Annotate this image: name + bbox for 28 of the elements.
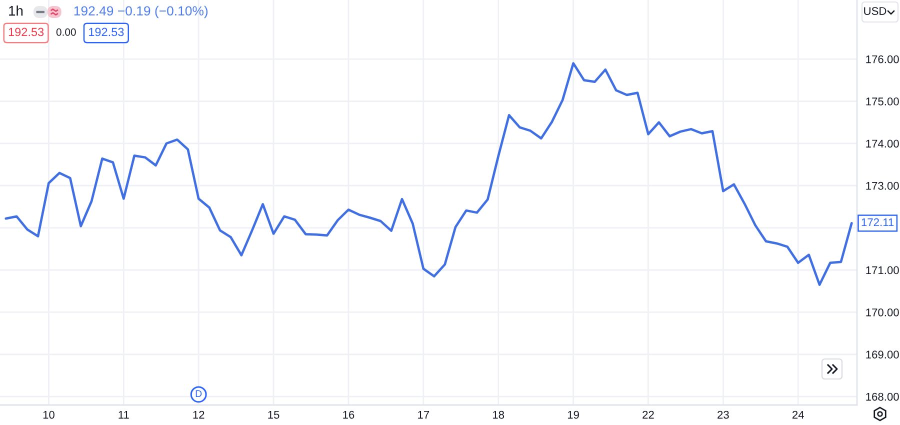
y-tick-label: 171.00 [866,266,899,274]
chart-subtitle: 192.49 −0.19 (−0.10%) [74,6,208,18]
y-tick-label: 170.00 [866,308,899,316]
y-tick-label: 168.00 [866,392,899,401]
x-tick-label: 15 [268,410,280,419]
line-series [4,62,853,286]
x-tick-label: 10 [43,410,54,419]
annotation: D [196,390,202,397]
annotation: 192.53 [89,28,124,36]
y-tick-label: 174.00 [866,140,899,148]
x-tick-label: 18 [493,410,504,419]
annotation: 172.11 [862,218,894,226]
y-tick-label: 173.00 [866,182,899,190]
x-tick-label: 23 [718,410,729,419]
x-tick-label: 24 [792,410,804,419]
x-tick-label: 12 [193,410,204,419]
annotation: 0.00 [56,28,76,36]
y-tick-label: 176.00 [866,55,899,64]
x-tick-label: 22 [642,410,654,419]
x-tick-label: 11 [118,410,129,419]
annotation: 192.53 [8,28,44,36]
y-tick-label: 169.00 [866,350,899,359]
x-tick-label: 16 [343,410,354,419]
chart-title: 1h [9,6,23,16]
y-axis-title: USD [864,7,886,15]
x-tick-label: 17 [418,410,430,419]
y-tick-label: 175.00 [866,98,899,106]
x-tick-label: 19 [568,410,579,419]
